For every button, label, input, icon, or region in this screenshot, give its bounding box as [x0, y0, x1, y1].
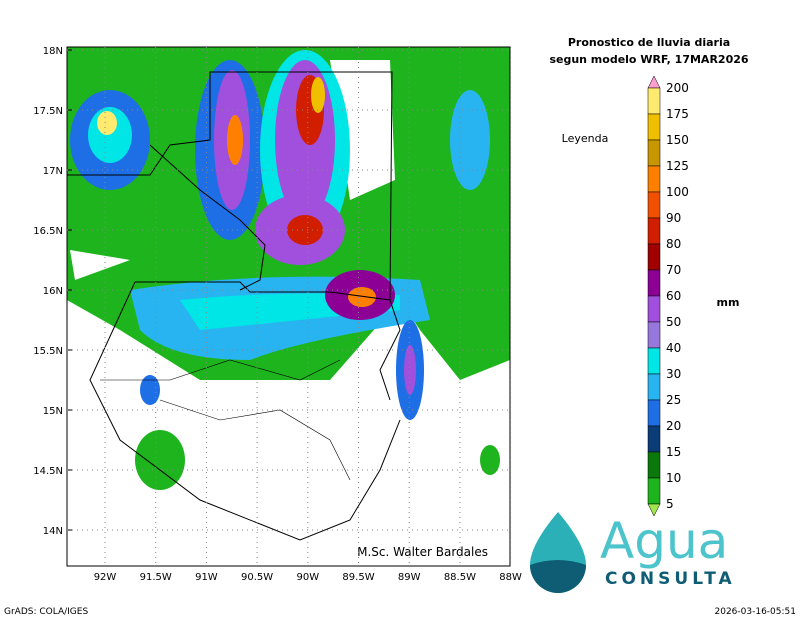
colorbar-box [647, 399, 661, 427]
precip-field [67, 47, 510, 566]
footer-right: 2026-03-16-05:51 [715, 607, 797, 617]
colorbar-label: 25 [666, 393, 681, 407]
colorbar-label: 90 [666, 211, 681, 225]
colorbar-label: 30 [666, 367, 681, 381]
colorbar-label: 15 [666, 445, 681, 459]
lat-label: 15N [43, 406, 63, 417]
title-line1: Pronostico de lluvia diaria [568, 36, 730, 49]
colorbar-box [647, 217, 661, 245]
lat-label: 15.5N [33, 346, 63, 357]
colorbar-box [647, 243, 661, 271]
logo: Agua CONSULTA [530, 512, 736, 593]
borders [67, 71, 401, 541]
lat-label: 17.5N [33, 106, 63, 117]
colorbar-label: 100 [666, 185, 689, 199]
colorbar-box [647, 347, 661, 375]
colorbar-box [647, 165, 661, 193]
colorbar-label: 60 [666, 289, 681, 303]
lon-label: 91.5W [140, 572, 172, 583]
lat-label: 18N [43, 46, 63, 57]
footer-left: GrADS: COLA/IGES [4, 607, 88, 617]
colorbar-box [647, 425, 661, 453]
credit: M.Sc. Walter Bardales [357, 545, 488, 559]
map-frame [66, 46, 511, 567]
legend-title: Leyenda [562, 132, 609, 145]
colorbar-box [647, 451, 661, 479]
legend-unit: mm [717, 296, 740, 309]
colorbar-label: 5 [666, 497, 674, 511]
lon-label: 88.5W [444, 572, 476, 583]
colorbar-box [647, 139, 661, 167]
lon-label: 92W [94, 572, 117, 583]
colorbar-box [647, 269, 661, 297]
lat-label: 16.5N [33, 226, 63, 237]
colorbar-label: 10 [666, 471, 681, 485]
colorbar-box [647, 321, 661, 349]
lon-label: 89W [398, 572, 421, 583]
colorbar-box [647, 373, 661, 401]
title-line2: segun modelo WRF, 17MAR2026 [549, 53, 748, 66]
lon-label: 91W [195, 572, 218, 583]
lat-label: 14.5N [33, 466, 63, 477]
logo-word: Agua [600, 512, 728, 570]
colorbar-label: 70 [666, 263, 681, 277]
lon-label: 90.5W [241, 572, 273, 583]
logo-subword: CONSULTA [605, 569, 736, 589]
lon-label: 89.5W [342, 572, 374, 583]
colorbar-box [647, 113, 661, 141]
lat-label: 17N [43, 166, 63, 177]
colorbar-label: 200 [666, 81, 689, 95]
lon-label: 88W [499, 572, 522, 583]
lat-label: 16N [43, 286, 63, 297]
colorbar-box [647, 87, 661, 115]
colorbar-top [647, 75, 661, 89]
colorbar-label: 125 [666, 159, 689, 173]
colorbar-label: 40 [666, 341, 681, 355]
colorbar-box [647, 191, 661, 219]
lon-label: 90W [296, 572, 319, 583]
colorbar-label: 50 [666, 315, 681, 329]
colorbar-box [647, 477, 661, 505]
colorbar-label: 80 [666, 237, 681, 251]
lat-label: 14N [43, 526, 63, 537]
colorbar-bottom [647, 503, 661, 517]
colorbar-label: 20 [666, 419, 681, 433]
colorbar-box [647, 295, 661, 323]
colorbar-label: 150 [666, 133, 689, 147]
colorbar-label: 175 [666, 107, 689, 121]
